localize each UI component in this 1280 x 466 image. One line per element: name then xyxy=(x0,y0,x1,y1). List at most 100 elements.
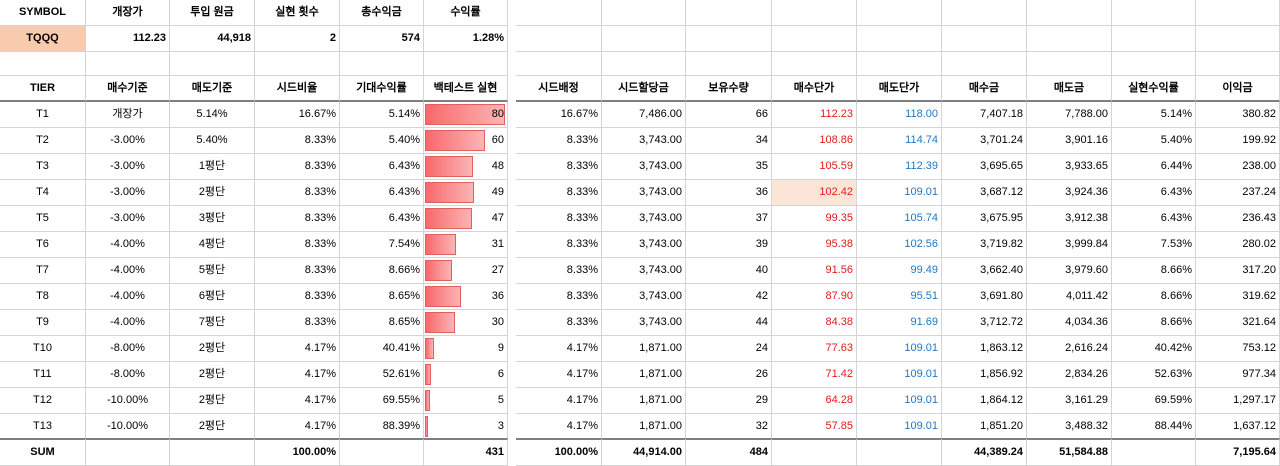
table-cell[interactable]: 36 xyxy=(686,180,772,206)
table-cell[interactable]: 3,743.00 xyxy=(602,232,686,258)
table-cell[interactable]: 4.17% xyxy=(255,388,340,414)
table-cell[interactable]: 3,161.29 xyxy=(1027,388,1112,414)
table-cell[interactable]: 7,486.00 xyxy=(602,102,686,128)
table-cell[interactable]: 108.86 xyxy=(772,128,857,154)
table-cell[interactable]: 1,856.92 xyxy=(942,362,1027,388)
table-cell[interactable]: 1,871.00 xyxy=(602,362,686,388)
empty-cell[interactable] xyxy=(0,52,86,76)
table-cell[interactable]: 1,871.00 xyxy=(602,388,686,414)
empty-cell[interactable] xyxy=(170,52,255,76)
table-cell[interactable]: 4.17% xyxy=(255,362,340,388)
empty-cell[interactable] xyxy=(1027,52,1112,76)
table-cell[interactable]: 4.17% xyxy=(516,336,602,362)
table-cell[interactable]: 3,743.00 xyxy=(602,258,686,284)
summary-value[interactable]: 2 xyxy=(255,26,340,52)
table-cell[interactable]: 3,901.16 xyxy=(1027,128,1112,154)
table-cell[interactable]: 2평단 xyxy=(170,336,255,362)
table-cell[interactable]: 4.17% xyxy=(516,414,602,440)
table-cell[interactable]: -3.00% xyxy=(86,180,170,206)
table-cell[interactable]: 6.44% xyxy=(1112,154,1196,180)
table-cell[interactable]: 5평단 xyxy=(170,258,255,284)
table-cell[interactable]: -4.00% xyxy=(86,284,170,310)
table-cell[interactable]: 5.40% xyxy=(1112,128,1196,154)
table-cell[interactable]: 3,662.40 xyxy=(942,258,1027,284)
table-cell[interactable]: 87.90 xyxy=(772,284,857,310)
table-cell[interactable]: 16.67% xyxy=(255,102,340,128)
table-cell[interactable]: -3.00% xyxy=(86,154,170,180)
table-cell[interactable]: 8.66% xyxy=(1112,310,1196,336)
table-cell[interactable]: -4.00% xyxy=(86,258,170,284)
summary-value[interactable]: 1.28% xyxy=(424,26,508,52)
table-cell[interactable]: 95.38 xyxy=(772,232,857,258)
table-cell[interactable]: 321.64 xyxy=(1196,310,1280,336)
table-cell[interactable]: 109.01 xyxy=(857,336,942,362)
symbol-cell[interactable]: TQQQ xyxy=(0,26,86,52)
table-cell[interactable]: 6.43% xyxy=(1112,206,1196,232)
empty-cell[interactable] xyxy=(1112,0,1196,26)
empty-cell[interactable] xyxy=(772,26,857,52)
summary-value[interactable]: 44,918 xyxy=(170,26,255,52)
table-cell[interactable]: 95.51 xyxy=(857,284,942,310)
tier-label[interactable]: T11 xyxy=(0,362,86,388)
table-cell[interactable]: -8.00% xyxy=(86,336,170,362)
empty-cell[interactable] xyxy=(516,26,602,52)
table-cell[interactable]: 109.01 xyxy=(857,362,942,388)
table-cell[interactable]: 69.59% xyxy=(1112,388,1196,414)
table-cell[interactable]: 3,743.00 xyxy=(602,154,686,180)
empty-cell[interactable] xyxy=(86,52,170,76)
table-cell[interactable]: 77.63 xyxy=(772,336,857,362)
table-cell[interactable]: 3,675.95 xyxy=(942,206,1027,232)
table-cell[interactable]: 4평단 xyxy=(170,232,255,258)
table-cell[interactable]: 1,864.12 xyxy=(942,388,1027,414)
empty-cell[interactable] xyxy=(1196,0,1280,26)
backtest-bar-cell[interactable]: 48 xyxy=(424,154,508,180)
table-cell[interactable]: 52.63% xyxy=(1112,362,1196,388)
table-cell[interactable]: 8.33% xyxy=(255,284,340,310)
table-cell[interactable]: 88.44% xyxy=(1112,414,1196,440)
table-cell[interactable]: 6평단 xyxy=(170,284,255,310)
table-cell[interactable]: 8.66% xyxy=(1112,284,1196,310)
empty-cell[interactable] xyxy=(1112,52,1196,76)
table-cell[interactable]: 1,851.20 xyxy=(942,414,1027,440)
table-cell[interactable]: 4.17% xyxy=(255,414,340,440)
tier-label[interactable]: T6 xyxy=(0,232,86,258)
table-cell[interactable]: 8.33% xyxy=(516,258,602,284)
table-cell[interactable]: 977.34 xyxy=(1196,362,1280,388)
table-cell[interactable]: 3,712.72 xyxy=(942,310,1027,336)
table-cell[interactable]: -10.00% xyxy=(86,414,170,440)
table-cell[interactable]: 280.02 xyxy=(1196,232,1280,258)
table-cell[interactable]: 8.33% xyxy=(255,128,340,154)
table-cell[interactable]: 2평단 xyxy=(170,388,255,414)
table-cell[interactable]: 3,695.65 xyxy=(942,154,1027,180)
empty-cell[interactable] xyxy=(602,52,686,76)
table-cell[interactable]: 102.56 xyxy=(857,232,942,258)
table-cell[interactable]: -4.00% xyxy=(86,310,170,336)
table-cell[interactable]: 4,011.42 xyxy=(1027,284,1112,310)
empty-cell[interactable] xyxy=(516,52,602,76)
empty-cell[interactable] xyxy=(1027,26,1112,52)
table-cell[interactable]: 84.38 xyxy=(772,310,857,336)
table-cell[interactable]: 109.01 xyxy=(857,414,942,440)
table-cell[interactable]: 8.33% xyxy=(255,154,340,180)
table-cell[interactable]: 42 xyxy=(686,284,772,310)
table-cell[interactable]: 8.33% xyxy=(255,232,340,258)
table-cell[interactable]: 2,834.26 xyxy=(1027,362,1112,388)
table-cell[interactable]: 3,691.80 xyxy=(942,284,1027,310)
table-cell[interactable]: 8.65% xyxy=(340,284,424,310)
table-cell[interactable]: 40.42% xyxy=(1112,336,1196,362)
table-cell[interactable]: 8.33% xyxy=(516,232,602,258)
empty-cell[interactable] xyxy=(857,26,942,52)
table-cell[interactable]: 7.54% xyxy=(340,232,424,258)
table-cell[interactable]: 102.42 xyxy=(772,180,857,206)
empty-cell[interactable] xyxy=(686,52,772,76)
table-cell[interactable]: 3,912.38 xyxy=(1027,206,1112,232)
table-cell[interactable]: 317.20 xyxy=(1196,258,1280,284)
table-cell[interactable]: 6.43% xyxy=(340,154,424,180)
backtest-bar-cell[interactable]: 60 xyxy=(424,128,508,154)
table-cell[interactable]: -10.00% xyxy=(86,388,170,414)
table-cell[interactable]: 66 xyxy=(686,102,772,128)
table-cell[interactable]: 3,488.32 xyxy=(1027,414,1112,440)
table-cell[interactable]: 2평단 xyxy=(170,362,255,388)
table-cell[interactable]: 8.33% xyxy=(516,284,602,310)
backtest-bar-cell[interactable]: 49 xyxy=(424,180,508,206)
